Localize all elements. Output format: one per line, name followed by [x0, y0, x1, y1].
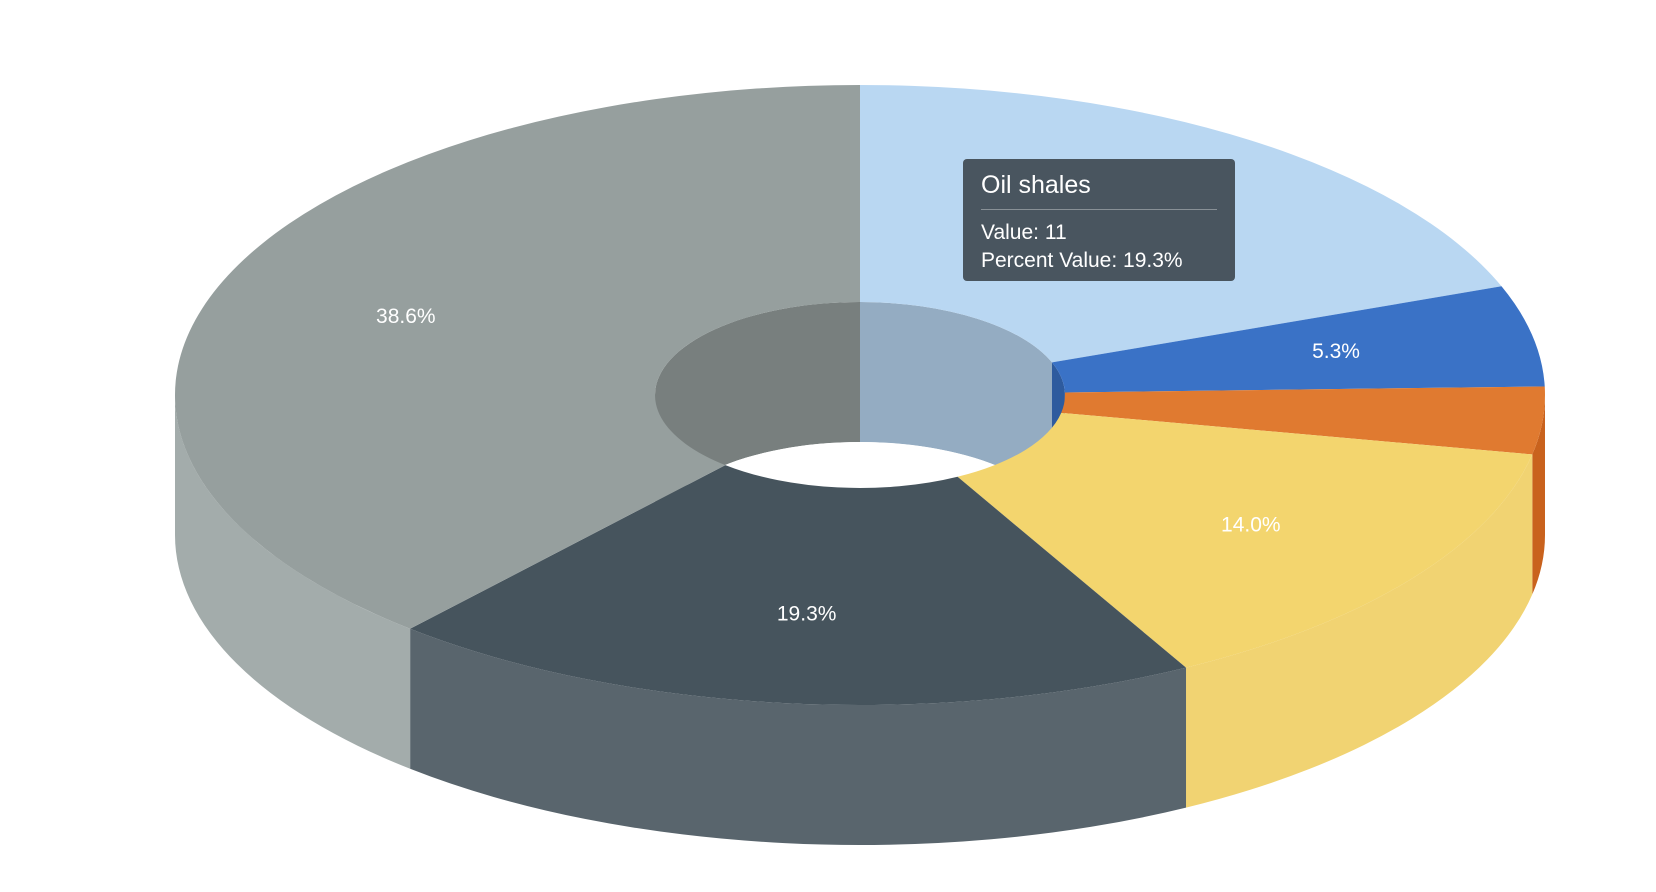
slice-top-2[interactable] [1061, 386, 1545, 455]
slice-top-3[interactable] [957, 412, 1533, 668]
tooltip-value: Value: 11 [981, 221, 1067, 244]
slice-top-5[interactable] [175, 85, 860, 629]
slice-label-3: 14.0% [1221, 514, 1281, 537]
slice-tops [175, 85, 1545, 706]
slice-inner-wall-0 [860, 302, 1052, 503]
tooltip: Oil shales Value: 11 Percent Value: 19.3… [963, 159, 1235, 281]
tooltip-title: Oil shales [981, 169, 1217, 210]
slice-label-4: 19.3% [777, 603, 837, 626]
slice-inner-wall-5 [655, 302, 860, 535]
slice-top-4[interactable] [410, 465, 1187, 706]
slice-side-4[interactable] [410, 628, 1187, 846]
slice-side-5[interactable] [174, 395, 411, 769]
slice-side-2[interactable] [1532, 395, 1545, 595]
slice-top-1[interactable] [1051, 286, 1545, 393]
slice-label-1: 5.3% [1312, 340, 1360, 363]
slice-labels: 5.3% 14.0% 19.3% 38.6% [376, 305, 1360, 626]
slice-side-3[interactable] [1186, 454, 1533, 808]
slice-label-5: 38.6% [376, 305, 436, 328]
tooltip-percent: Percent Value: 19.3% [981, 249, 1183, 272]
